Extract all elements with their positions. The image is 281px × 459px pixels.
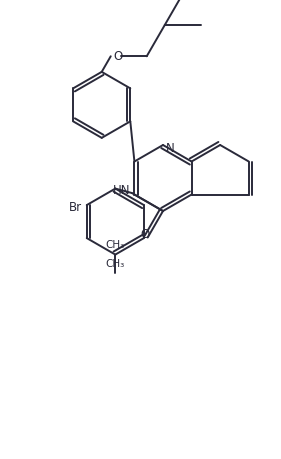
Text: CH₃: CH₃ <box>106 258 125 269</box>
Text: Br: Br <box>69 201 82 213</box>
Text: N: N <box>166 141 175 155</box>
Text: O: O <box>114 50 123 63</box>
Text: O: O <box>140 228 149 241</box>
Text: CH₃: CH₃ <box>106 240 125 250</box>
Text: HN: HN <box>113 184 131 197</box>
